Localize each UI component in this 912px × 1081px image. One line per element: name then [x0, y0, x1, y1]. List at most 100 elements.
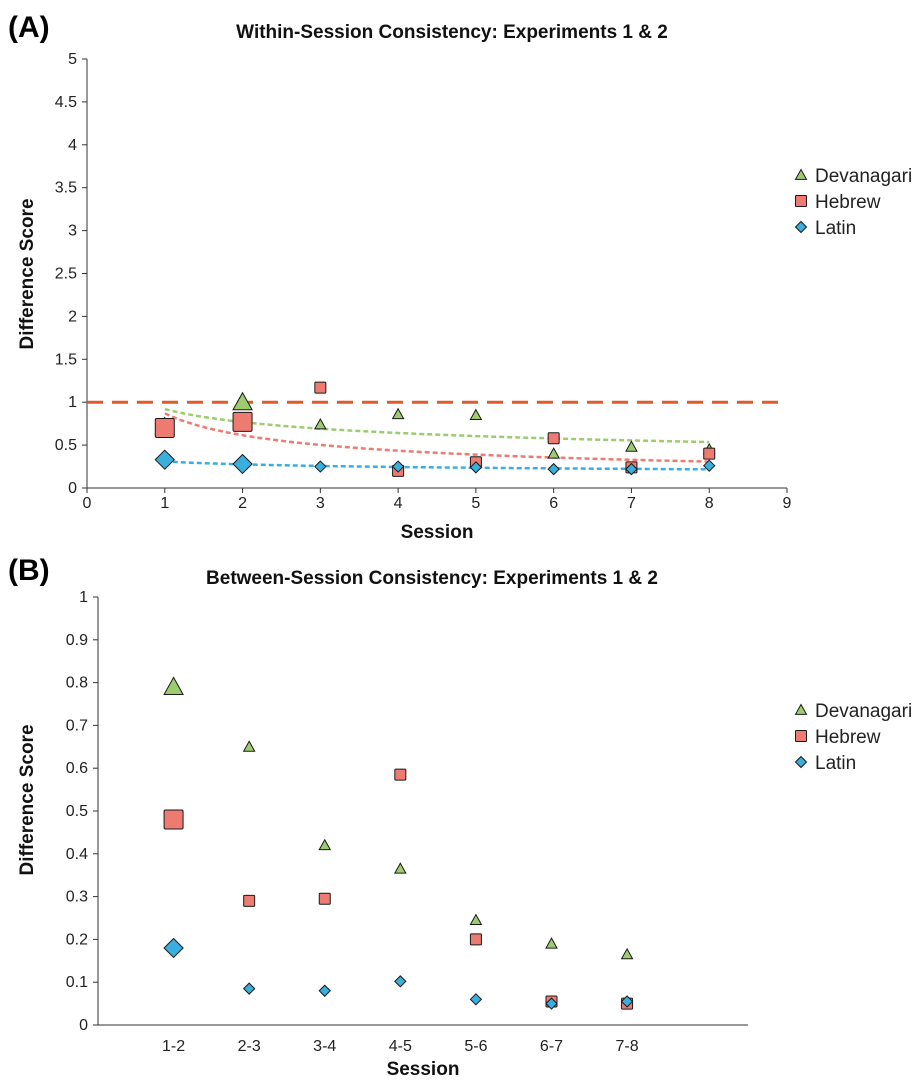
panel-b-legend-latin-label: Latin	[815, 753, 856, 774]
panel-a-legend-hebrew-label: Hebrew	[815, 192, 881, 213]
panel-b-x-tick-label: 7-8	[616, 1038, 639, 1055]
panel-b-point-latin	[163, 937, 184, 959]
panel-a-legend-devanagari-marker	[794, 168, 808, 180]
panel-b-y-tick-label: 0.1	[66, 974, 88, 991]
panel-a-y-axis-title: Difference Score	[17, 198, 38, 349]
panel-a-trendline-devanagari	[164, 407, 710, 444]
panel-b-legend-latin-marker	[794, 755, 808, 769]
panel-b-x-tick-label: 3-4	[313, 1038, 336, 1055]
panel-a-y-tick-label: 2	[68, 308, 77, 325]
panel-a-point-hebrew	[314, 381, 327, 394]
panel-a-axes: 0 0.5 1 1.5 2 2.5 3 3.5 4 4.5 5 0 1 2 3 4 5 6 7 8 9	[55, 51, 792, 512]
panel-a-trendline-latin	[164, 460, 710, 471]
panel-a-x-tick-label: 4	[394, 495, 403, 512]
panel-b-marks	[163, 676, 634, 1010]
panel-b-y-tick-label: 0.2	[66, 931, 88, 948]
panel-a-x-tick-label: 2	[238, 495, 247, 512]
panel-b-point-latin	[318, 984, 331, 997]
panel-a-point-devanagari	[313, 417, 327, 430]
panel-a-trendlines	[164, 407, 710, 471]
panel-a-x-tick-label: 3	[316, 495, 325, 512]
panel-b-x-tick-label: 1-2	[162, 1038, 185, 1055]
panel-b-y-tick-label: 0	[79, 1017, 88, 1034]
panel-a-point-devanagari	[469, 408, 483, 420]
panel-a-point-hebrew	[232, 411, 253, 432]
panel-a-x-tick-label: 1	[160, 495, 169, 512]
panel-a-y-tick-label: 0.5	[55, 437, 77, 454]
panel-a-y-tick-label: 1	[68, 394, 77, 411]
panel-a-point-hebrew	[547, 432, 560, 445]
panel-a-trendline-hebrew	[164, 412, 710, 463]
panel-a-x-tick-label: 7	[627, 495, 636, 512]
panel-b-legend-hebrew-label: Hebrew	[815, 727, 881, 748]
panel-b-y-tick-label: 0.6	[66, 760, 88, 777]
panel-b-y-tick-label: 0.5	[66, 803, 88, 820]
panel-a-point-latin	[547, 462, 560, 476]
panel-a-label: (A)	[8, 11, 50, 44]
panel-b-title: Between-Session Consistency: Experiments…	[206, 568, 658, 589]
panel-a-y-tick-label: 4.5	[55, 94, 77, 111]
panel-b-point-hebrew	[318, 892, 331, 905]
panel-a: (A) Within-Session Consistency: Experime…	[8, 11, 912, 543]
panel-b-x-tick-label: 4-5	[389, 1038, 412, 1055]
panel-a-y-tick-label: 3.5	[55, 180, 77, 197]
panel-b-point-devanagari	[242, 740, 256, 752]
panel-b-point-devanagari	[163, 676, 184, 695]
panel-b-y-tick-label: 0.4	[66, 846, 88, 863]
panel-a-legend-devanagari-label: Devanagari	[815, 166, 912, 187]
panel-b-point-latin	[394, 975, 407, 988]
panel-b-y-axis-title: Difference Score	[17, 724, 38, 875]
panel-b-legend-hebrew-marker	[795, 730, 807, 742]
panel-b: (B) Between-Session Consistency: Experim…	[8, 554, 912, 1080]
panel-b-point-devanagari	[620, 947, 634, 960]
panel-b-point-devanagari	[545, 937, 558, 949]
panel-a-point-hebrew	[154, 417, 175, 438]
panel-b-axes: 0 0.1 0.2 0.3 0.4 0.5 0.6 0.7 0.8 0.9 1 1-2 2-3 3-4 4-…	[66, 589, 748, 1055]
panel-b-point-hebrew	[163, 809, 184, 830]
panel-a-point-latin	[625, 462, 638, 476]
panel-b-point-latin	[620, 995, 634, 1008]
panel-a-point-latin	[232, 453, 253, 475]
panel-a-point-latin	[703, 459, 716, 472]
panel-a-point-devanagari	[547, 447, 561, 459]
panel-a-point-latin	[314, 460, 327, 473]
panel-a-x-tick-label: 8	[705, 495, 714, 512]
panel-b-point-hebrew	[243, 894, 256, 907]
panel-b-point-latin	[242, 982, 256, 995]
panel-a-x-tick-label: 6	[549, 495, 558, 512]
panel-b-point-hebrew	[469, 933, 482, 946]
panel-b-y-tick-label: 0.9	[66, 632, 88, 649]
panel-a-y-tick-label: 2.5	[55, 266, 77, 283]
panel-b-point-latin	[469, 993, 483, 1006]
panel-a-y-tick-label: 1.5	[55, 351, 77, 368]
panel-a-x-tick-label: 5	[471, 495, 480, 512]
panel-a-legend-hebrew-marker	[795, 195, 807, 207]
panel-a-legend-latin-marker	[794, 220, 808, 234]
panel-b-x-tick-label: 2-3	[238, 1038, 261, 1055]
panel-b-x-tick-label: 6-7	[540, 1038, 563, 1055]
panel-a-legend: Devanagari Hebrew Latin	[794, 166, 912, 239]
panel-a-legend-latin-label: Latin	[815, 218, 856, 239]
panel-b-point-devanagari	[393, 862, 407, 874]
panel-a-y-tick-label: 5	[68, 51, 77, 68]
panel-b-legend-devanagari-label: Devanagari	[815, 701, 912, 722]
panel-b-legend-devanagari-marker	[794, 703, 808, 715]
panel-a-y-tick-label: 0	[68, 480, 77, 497]
panel-a-x-tick-label: 9	[783, 495, 792, 512]
panel-b-point-devanagari	[469, 913, 483, 926]
panel-a-title: Within-Session Consistency: Experiments …	[236, 22, 668, 43]
panel-a-marks	[154, 381, 716, 477]
panel-b-y-tick-label: 0.8	[66, 675, 88, 692]
panel-a-x-tick-label: 0	[83, 495, 92, 512]
panel-b-x-axis-title: Session	[387, 1059, 460, 1080]
panel-a-y-tick-label: 4	[68, 137, 77, 154]
panel-a-point-latin	[469, 461, 483, 474]
panel-a-x-axis-title: Session	[401, 522, 474, 543]
panel-b-label: (B)	[8, 554, 50, 587]
panel-a-point-devanagari	[232, 391, 253, 411]
panel-a-point-devanagari	[391, 407, 405, 420]
panel-b-point-devanagari	[318, 838, 332, 851]
panel-a-point-hebrew	[703, 447, 716, 460]
